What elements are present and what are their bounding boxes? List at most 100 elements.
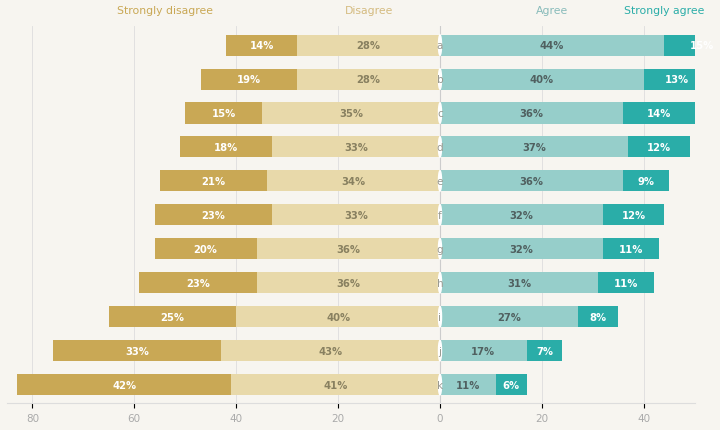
- Circle shape: [438, 138, 441, 158]
- Text: h: h: [437, 278, 444, 288]
- Text: 17%: 17%: [471, 346, 495, 356]
- Bar: [440, 69, 644, 90]
- Text: 11%: 11%: [456, 380, 480, 390]
- Circle shape: [438, 307, 441, 327]
- Text: 12%: 12%: [621, 210, 646, 220]
- Bar: [440, 374, 496, 395]
- Text: 9%: 9%: [638, 176, 654, 187]
- Text: i: i: [438, 312, 441, 322]
- Text: d: d: [437, 143, 444, 153]
- Text: 36%: 36%: [336, 278, 360, 288]
- Text: 44%: 44%: [540, 41, 564, 51]
- Bar: [261, 103, 440, 124]
- Text: g: g: [437, 244, 444, 254]
- Bar: [231, 374, 440, 395]
- Bar: [140, 273, 256, 294]
- Bar: [624, 171, 670, 192]
- Text: 33%: 33%: [344, 143, 368, 153]
- Circle shape: [438, 239, 441, 259]
- Bar: [577, 307, 618, 328]
- Bar: [297, 69, 440, 90]
- Circle shape: [438, 273, 441, 293]
- Circle shape: [438, 104, 441, 124]
- Text: 7%: 7%: [536, 346, 553, 356]
- Bar: [629, 137, 690, 158]
- Text: 40%: 40%: [530, 75, 554, 85]
- Bar: [272, 205, 440, 226]
- Bar: [664, 36, 720, 56]
- Text: 36%: 36%: [520, 176, 544, 187]
- Text: 42%: 42%: [112, 380, 136, 390]
- Bar: [440, 103, 624, 124]
- Bar: [440, 273, 598, 294]
- Bar: [624, 103, 695, 124]
- Text: 23%: 23%: [186, 278, 210, 288]
- Text: 8%: 8%: [590, 312, 606, 322]
- Text: 6%: 6%: [503, 380, 520, 390]
- Text: 28%: 28%: [356, 41, 381, 51]
- Text: 14%: 14%: [250, 41, 274, 51]
- Text: b: b: [437, 75, 444, 85]
- Text: 15%: 15%: [212, 109, 235, 119]
- Text: c: c: [437, 109, 443, 119]
- Bar: [256, 273, 440, 294]
- Circle shape: [438, 36, 441, 56]
- Text: 33%: 33%: [344, 210, 368, 220]
- Text: 32%: 32%: [510, 244, 534, 254]
- Text: 11%: 11%: [619, 244, 643, 254]
- Bar: [440, 239, 603, 260]
- Bar: [440, 341, 526, 361]
- Bar: [440, 307, 577, 328]
- Bar: [267, 171, 440, 192]
- Text: Strongly agree: Strongly agree: [624, 6, 704, 15]
- Circle shape: [438, 70, 441, 90]
- Text: 31%: 31%: [507, 278, 531, 288]
- Bar: [297, 36, 440, 56]
- Text: k: k: [437, 380, 443, 390]
- Text: 36%: 36%: [520, 109, 544, 119]
- Bar: [440, 137, 629, 158]
- Text: 41%: 41%: [323, 380, 348, 390]
- Bar: [603, 205, 664, 226]
- Bar: [226, 36, 297, 56]
- Bar: [440, 36, 664, 56]
- Text: 15%: 15%: [690, 41, 714, 51]
- Circle shape: [438, 341, 441, 361]
- Bar: [598, 273, 654, 294]
- Text: 13%: 13%: [665, 75, 689, 85]
- Bar: [221, 341, 440, 361]
- Text: 40%: 40%: [326, 312, 350, 322]
- Circle shape: [438, 171, 441, 192]
- Text: 25%: 25%: [161, 312, 184, 322]
- Bar: [155, 205, 272, 226]
- Bar: [603, 239, 659, 260]
- Text: 18%: 18%: [214, 143, 238, 153]
- Text: a: a: [437, 41, 444, 51]
- Bar: [109, 307, 236, 328]
- Text: 23%: 23%: [202, 210, 225, 220]
- Bar: [185, 103, 261, 124]
- Text: f: f: [438, 210, 442, 220]
- Text: j: j: [438, 346, 441, 356]
- Text: 20%: 20%: [194, 244, 217, 254]
- Bar: [236, 307, 440, 328]
- Bar: [17, 374, 231, 395]
- Text: Agree: Agree: [536, 6, 568, 15]
- Text: 28%: 28%: [356, 75, 381, 85]
- Text: 36%: 36%: [336, 244, 360, 254]
- Bar: [440, 171, 624, 192]
- Text: 43%: 43%: [318, 346, 343, 356]
- Text: 11%: 11%: [613, 278, 638, 288]
- Bar: [256, 239, 440, 260]
- Text: 35%: 35%: [339, 109, 363, 119]
- Text: Disagree: Disagree: [344, 6, 393, 15]
- Text: 27%: 27%: [497, 312, 521, 322]
- Bar: [155, 239, 256, 260]
- Bar: [160, 171, 267, 192]
- Text: 34%: 34%: [341, 176, 366, 187]
- Bar: [440, 205, 603, 226]
- Bar: [644, 69, 710, 90]
- Text: 32%: 32%: [510, 210, 534, 220]
- Text: 19%: 19%: [237, 75, 261, 85]
- Bar: [272, 137, 440, 158]
